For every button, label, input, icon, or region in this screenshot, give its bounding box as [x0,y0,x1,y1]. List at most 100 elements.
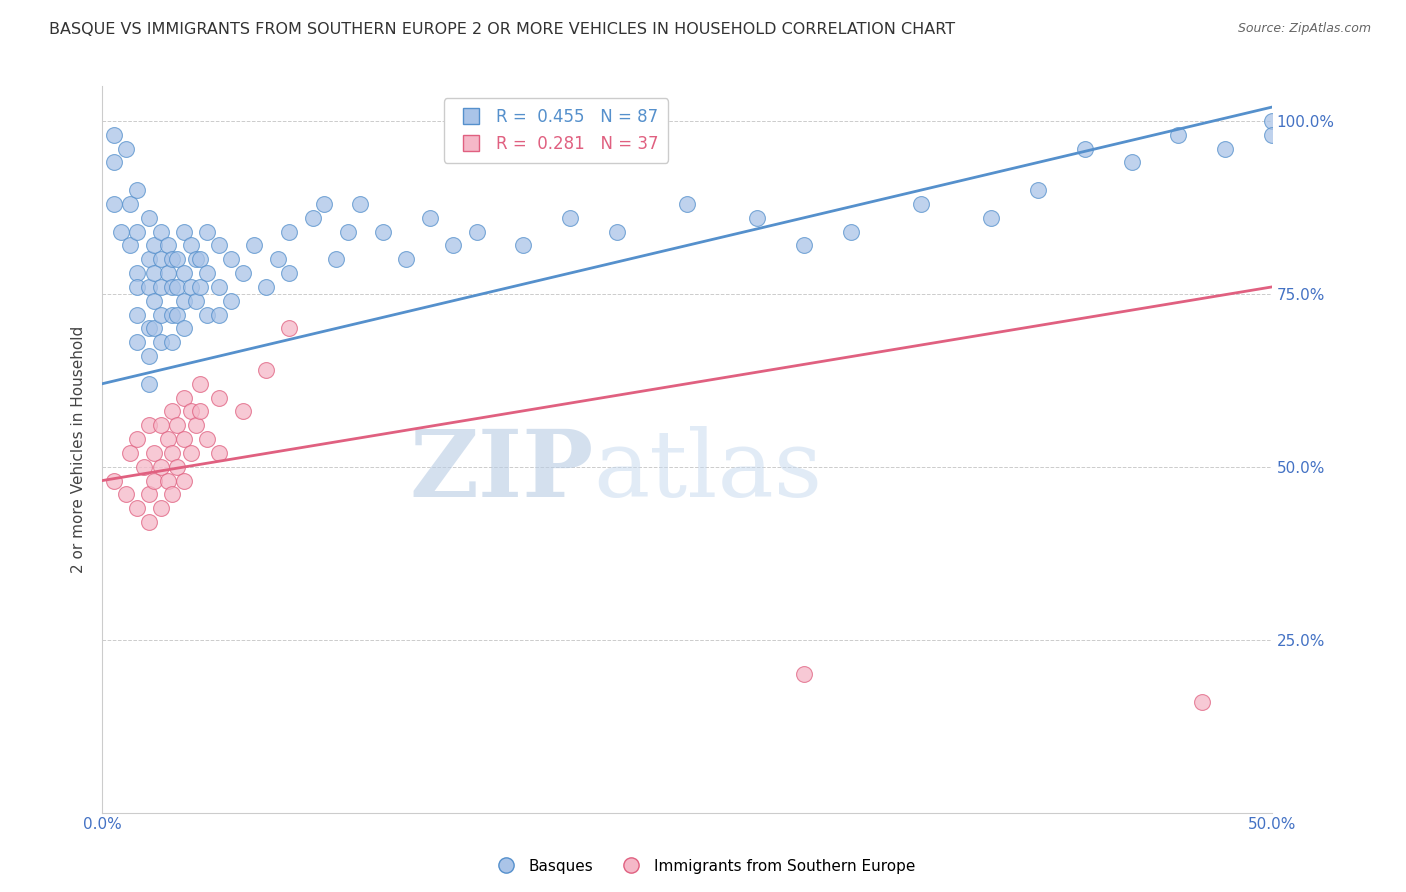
Point [1074,142,1097,156]
Point [149,335,172,350]
Point [138,280,160,294]
Point [173,293,195,308]
Text: ZIP: ZIP [409,426,593,516]
Point [208,238,231,252]
Point [127,335,149,350]
Point [558,211,581,225]
Point [149,459,172,474]
Point [197,225,219,239]
Point [110,225,132,239]
Point [138,321,160,335]
Point [173,432,195,446]
Point [142,238,165,252]
Point [103,155,125,169]
Point [162,308,184,322]
Point [138,515,160,529]
Point [1213,142,1236,156]
Point [149,308,172,322]
Point [173,474,195,488]
Point [138,418,160,433]
Point [138,376,160,391]
Point [219,293,242,308]
Point [149,418,172,433]
Point [314,197,336,211]
Point [162,446,184,460]
Point [166,459,188,474]
Point [180,238,202,252]
Point [1121,155,1143,169]
Point [173,225,195,239]
Point [349,197,371,211]
Point [162,404,184,418]
Point [1261,114,1284,128]
Point [325,252,347,267]
Point [114,142,136,156]
Point [180,446,202,460]
Point [120,197,142,211]
Point [180,280,202,294]
Point [127,432,149,446]
Point [149,225,172,239]
Point [114,487,136,501]
Point [232,266,254,280]
Text: atlas: atlas [593,426,823,516]
Point [162,280,184,294]
Point [149,252,172,267]
Point [232,404,254,418]
Point [156,238,179,252]
Point [127,225,149,239]
Point [142,474,165,488]
Point [1167,128,1189,142]
Point [149,280,172,294]
Point [395,252,418,267]
Point [266,252,288,267]
Point [173,266,195,280]
Point [162,335,184,350]
Point [138,349,160,363]
Point [166,418,188,433]
Text: Source: ZipAtlas.com: Source: ZipAtlas.com [1237,22,1371,36]
Point [156,474,179,488]
Point [184,252,207,267]
Legend: Basques, Immigrants from Southern Europe: Basques, Immigrants from Southern Europe [484,853,922,880]
Point [162,487,184,501]
Point [142,266,165,280]
Point [103,197,125,211]
Point [606,225,628,239]
Point [120,238,142,252]
Point [839,225,862,239]
Point [197,432,219,446]
Point [138,252,160,267]
Point [254,280,277,294]
Point [1026,183,1049,197]
Point [127,266,149,280]
Point [793,667,815,681]
Point [910,197,932,211]
Point [301,211,323,225]
Point [219,252,242,267]
Legend: R =  0.455   N = 87, R =  0.281   N = 37: R = 0.455 N = 87, R = 0.281 N = 37 [444,98,668,162]
Point [127,501,149,516]
Point [184,293,207,308]
Point [190,252,212,267]
Point [166,280,188,294]
Point [142,293,165,308]
Text: BASQUE VS IMMIGRANTS FROM SOUTHERN EUROPE 2 OR MORE VEHICLES IN HOUSEHOLD CORREL: BASQUE VS IMMIGRANTS FROM SOUTHERN EUROP… [49,22,955,37]
Point [120,446,142,460]
Point [173,321,195,335]
Point [441,238,464,252]
Point [166,252,188,267]
Point [156,266,179,280]
Point [127,183,149,197]
Point [127,308,149,322]
Point [208,446,231,460]
Point [278,225,301,239]
Point [103,474,125,488]
Point [336,225,359,239]
Point [142,321,165,335]
Point [103,128,125,142]
Point [162,252,184,267]
Point [676,197,699,211]
Point [371,225,394,239]
Point [138,211,160,225]
